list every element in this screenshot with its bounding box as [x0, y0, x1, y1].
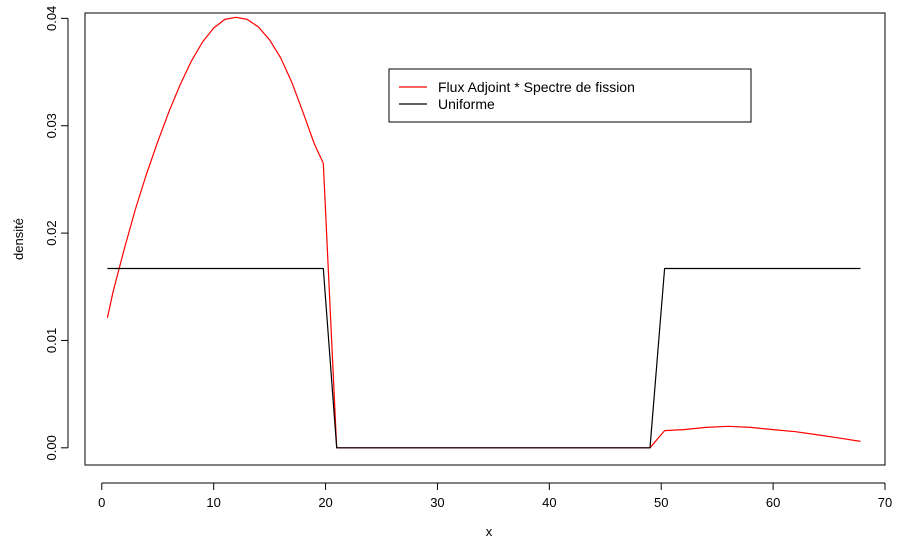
x-tick-label: 40 — [542, 495, 556, 510]
x-tick-label: 70 — [878, 495, 892, 510]
plot-frame — [84, 12, 886, 466]
series-layer — [106, 16, 861, 449]
legend-box — [388, 68, 752, 123]
series-line-uniforme — [107, 267, 861, 449]
x-tick-label: 50 — [654, 495, 668, 510]
y-tick-label: 0.02 — [44, 220, 59, 245]
x-tick-label: 60 — [766, 495, 780, 510]
y-tick-label: 0.00 — [44, 435, 59, 460]
y-tick-label: 0.01 — [44, 328, 59, 353]
legend-label-flux-adjoint: Flux Adjoint * Spectre de fission — [438, 79, 635, 95]
legend: Flux Adjoint * Spectre de fission Unifor… — [388, 68, 752, 123]
x-tick-label: 20 — [318, 495, 332, 510]
y-tick-label: 0.03 — [44, 113, 59, 138]
y-tick-label: 0.04 — [44, 6, 59, 31]
series-line-flux-adjoint — [106, 16, 861, 449]
x-axis-title: x — [486, 524, 493, 539]
y-axis-title: densité — [11, 218, 26, 260]
x-tick-label: 0 — [98, 495, 105, 510]
legend-label-uniforme: Uniforme — [438, 96, 495, 112]
x-tick-label: 30 — [430, 495, 444, 510]
x-axis: 0 10 20 30 40 50 60 70 — [98, 482, 892, 510]
y-axis: 0.00 0.01 0.02 0.03 0.04 — [44, 6, 69, 460]
x-tick-label: 10 — [206, 495, 220, 510]
